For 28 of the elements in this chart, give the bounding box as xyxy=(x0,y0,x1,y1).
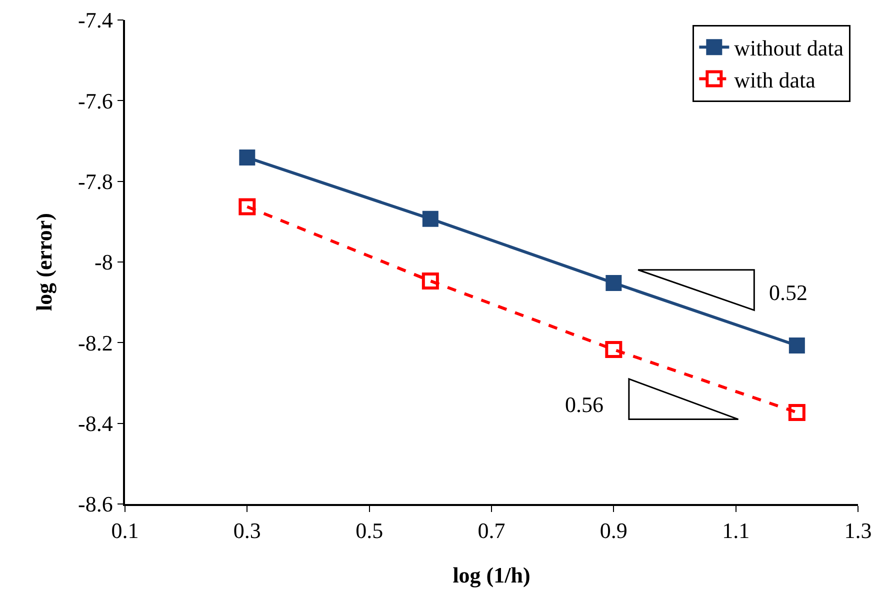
x-tick-label: 0.3 xyxy=(233,518,261,544)
x-tick-label: 1.3 xyxy=(844,518,872,544)
y-axis-title: log (error) xyxy=(31,213,56,311)
x-tick-label: 0.1 xyxy=(111,518,139,544)
x-tick-label: 0.9 xyxy=(600,518,628,544)
y-tick-label: -7.4 xyxy=(78,8,113,33)
point xyxy=(238,198,256,216)
point xyxy=(605,341,622,358)
point xyxy=(239,150,256,166)
point xyxy=(788,404,806,421)
x-tick-label: 1.1 xyxy=(722,518,750,544)
annotation: 0.52 xyxy=(769,280,808,305)
annotation: 0.56 xyxy=(565,392,604,417)
y-tick-label: -7.6 xyxy=(78,88,113,114)
y-tick-label: -7.8 xyxy=(78,169,113,194)
point xyxy=(422,272,439,290)
x-tick-label: 0.5 xyxy=(356,518,384,544)
y-tick-label: -8.4 xyxy=(78,411,113,436)
point xyxy=(606,274,622,291)
y-tick-label: -8.6 xyxy=(78,492,113,517)
point xyxy=(422,210,438,227)
x-axis-title: log (1/h) xyxy=(452,562,530,588)
y-tick-label: -8 xyxy=(94,250,113,275)
y-tick-label: -8.2 xyxy=(78,330,113,356)
point xyxy=(788,337,805,354)
x-tick-label: 0.7 xyxy=(478,518,506,544)
legend-label: without data xyxy=(734,36,844,61)
legend-label: with data xyxy=(734,67,816,92)
